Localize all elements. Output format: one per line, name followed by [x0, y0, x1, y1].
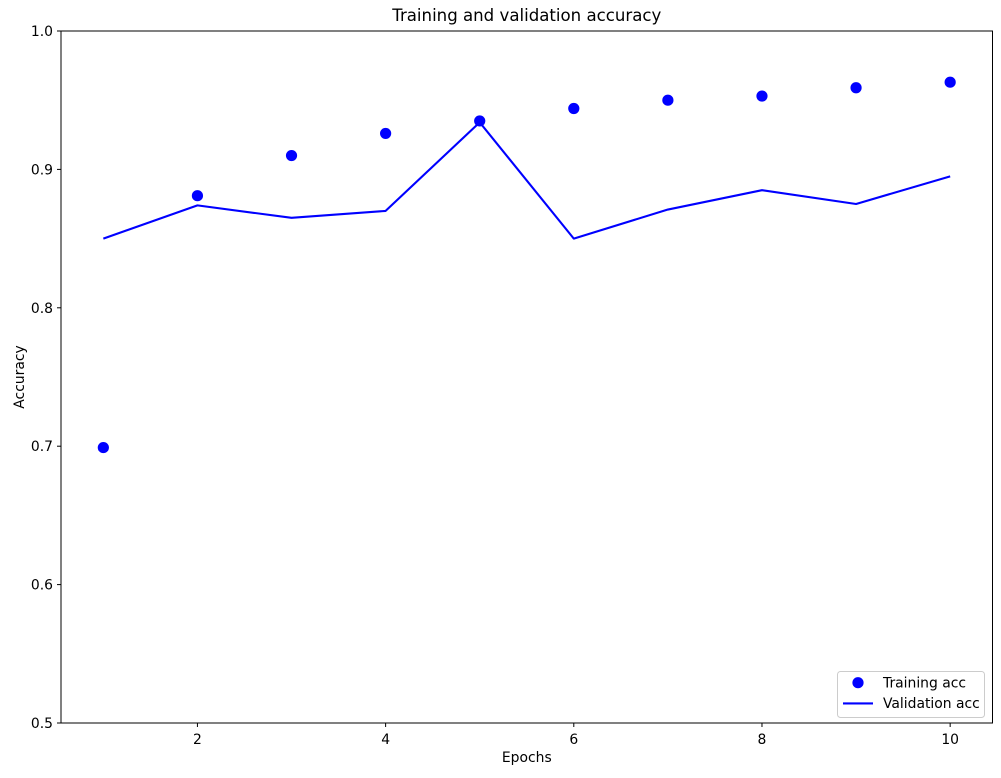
x-tick-label: 4: [381, 732, 390, 748]
training-point: [568, 102, 580, 115]
plot-area: 2 4 6 8 10 0.5 0.6 0.7 0.8 0.9 1.0: [31, 24, 993, 748]
x-tick-label: 2: [193, 732, 202, 748]
y-tick-label: 0.5: [31, 716, 53, 732]
axes-border: [60, 30, 993, 724]
x-axis-label: Epochs: [502, 750, 552, 766]
chart-title: Training and validation accuracy: [391, 6, 661, 25]
legend-box: [837, 671, 985, 718]
x-tick-label: 6: [569, 732, 578, 748]
y-tick-label: 0.8: [31, 301, 53, 317]
training-point: [850, 82, 862, 94]
training-point: [662, 94, 674, 106]
legend-marker-training-dot: [852, 677, 864, 689]
training-point: [756, 90, 768, 102]
y-tick-label: 0.6: [31, 578, 53, 594]
y-tick-label: 0.7: [31, 439, 53, 455]
legend: Training acc Validation acc: [837, 671, 985, 718]
y-tick-label: 0.9: [31, 162, 53, 178]
training-point: [380, 127, 392, 140]
training-point: [97, 441, 109, 454]
training-point: [285, 149, 298, 162]
y-tick-label: 1.0: [31, 24, 53, 40]
validation-line: [102, 121, 951, 240]
training-point: [191, 190, 204, 202]
x-tick-label: 8: [758, 732, 767, 748]
training-point: [944, 76, 956, 88]
y-axis-label: Accuracy: [12, 345, 28, 408]
x-tick-label: 10: [941, 732, 959, 748]
legend-label-training: Training acc: [882, 676, 966, 692]
legend-label-validation: Validation acc: [883, 696, 980, 712]
